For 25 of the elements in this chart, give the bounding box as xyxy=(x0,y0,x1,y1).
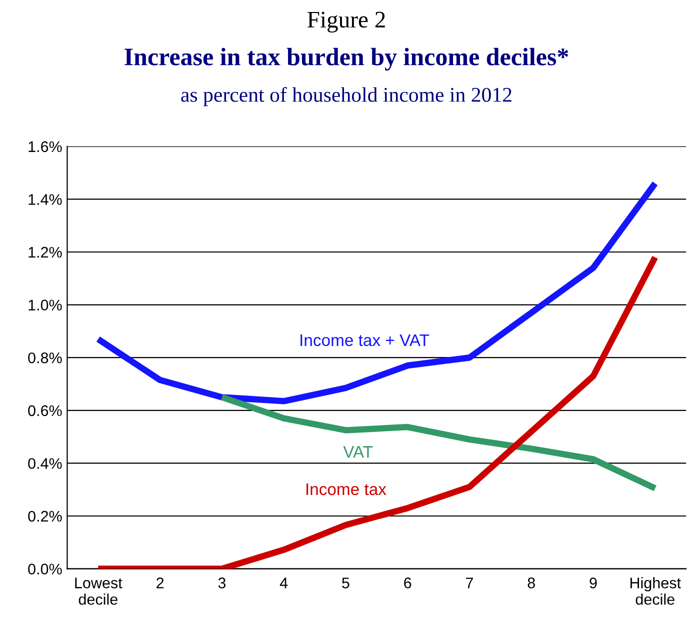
y-tick-label: 1.6% xyxy=(28,141,62,152)
x-tick-label: Highest decile xyxy=(630,577,681,605)
x-tick-label: Lowest decile xyxy=(75,578,122,605)
y-tick-label: 0.4% xyxy=(28,458,62,469)
x-tick-label: 3 xyxy=(218,578,226,588)
x-tick-label: 7 xyxy=(466,578,473,588)
x-tick-label: 6 xyxy=(404,578,412,588)
y-tick-label: 0.0% xyxy=(28,564,62,574)
x-tick-label: 9 xyxy=(590,578,597,588)
chart-subtitle: as percent of household income in 2012 xyxy=(181,87,512,106)
series-label: VAT xyxy=(343,446,373,458)
series-label: Income tax + VAT xyxy=(300,334,430,346)
y-tick-label: 0.8% xyxy=(28,352,62,364)
y-tick-label: 0.2% xyxy=(28,510,62,522)
chart-title: Increase in tax burden by income deciles* xyxy=(124,48,568,71)
y-tick-label: 0.6% xyxy=(28,405,62,416)
y-tick-label: 1.0% xyxy=(28,300,62,310)
caption: Figure 2 xyxy=(308,12,385,33)
x-tick-label: 2 xyxy=(156,578,164,588)
x-tick-label: 4 xyxy=(280,578,288,588)
series-label: Income tax xyxy=(306,484,386,496)
x-tick-label: 8 xyxy=(528,578,535,588)
x-tick-label: 5 xyxy=(342,578,350,588)
y-tick-label: 1.4% xyxy=(28,194,62,205)
y-tick-label: 1.2% xyxy=(28,246,62,258)
